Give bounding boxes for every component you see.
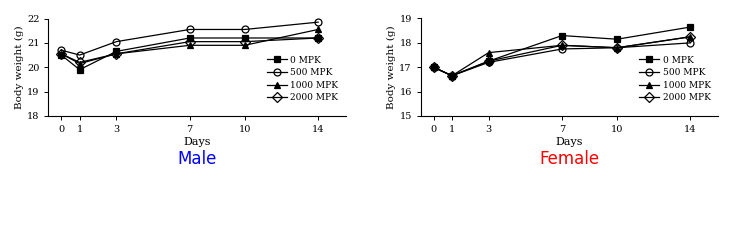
1000 MPK <box>314 28 323 31</box>
2000 MPK <box>75 61 84 64</box>
2000 MPK <box>686 35 695 38</box>
1000 MPK <box>485 51 493 54</box>
0 MPK <box>75 68 84 71</box>
2000 MPK <box>57 52 66 55</box>
Y-axis label: Body weight (g): Body weight (g) <box>15 25 24 109</box>
1000 MPK <box>686 35 695 38</box>
Line: 0 MPK: 0 MPK <box>431 24 693 79</box>
0 MPK <box>112 50 121 53</box>
500 MPK <box>314 21 323 24</box>
1000 MPK <box>558 44 567 47</box>
500 MPK <box>185 28 194 31</box>
500 MPK <box>613 46 622 49</box>
0 MPK <box>686 26 695 28</box>
0 MPK <box>57 54 66 56</box>
Line: 2000 MPK: 2000 MPK <box>58 35 322 66</box>
1000 MPK <box>613 46 622 49</box>
2000 MPK <box>314 37 323 39</box>
1000 MPK <box>57 52 66 55</box>
500 MPK <box>485 61 493 64</box>
500 MPK <box>240 28 249 31</box>
500 MPK <box>448 74 457 77</box>
Line: 0 MPK: 0 MPK <box>59 35 321 72</box>
Legend: 0 MPK, 500 MPK, 1000 MPK, 2000 MPK: 0 MPK, 500 MPK, 1000 MPK, 2000 MPK <box>264 53 341 105</box>
0 MPK <box>314 37 323 39</box>
2000 MPK <box>613 46 622 49</box>
1000 MPK <box>240 44 249 47</box>
Y-axis label: Body weight (g): Body weight (g) <box>387 25 397 109</box>
X-axis label: Days: Days <box>556 137 583 147</box>
2000 MPK <box>430 66 438 69</box>
Legend: 0 MPK, 500 MPK, 1000 MPK, 2000 MPK: 0 MPK, 500 MPK, 1000 MPK, 2000 MPK <box>636 53 713 105</box>
1000 MPK <box>75 62 84 65</box>
2000 MPK <box>112 52 121 55</box>
1000 MPK <box>185 44 194 47</box>
2000 MPK <box>558 44 567 47</box>
Text: Male: Male <box>177 150 217 168</box>
1000 MPK <box>430 66 438 69</box>
2000 MPK <box>240 40 249 43</box>
500 MPK <box>430 66 438 69</box>
2000 MPK <box>448 74 457 77</box>
2000 MPK <box>485 60 493 63</box>
X-axis label: Days: Days <box>183 137 211 147</box>
1000 MPK <box>448 74 457 77</box>
0 MPK <box>240 37 249 39</box>
2000 MPK <box>185 40 194 43</box>
Line: 1000 MPK: 1000 MPK <box>431 34 693 79</box>
0 MPK <box>448 74 457 77</box>
Text: Female: Female <box>539 150 600 168</box>
500 MPK <box>112 40 121 43</box>
Line: 500 MPK: 500 MPK <box>58 19 322 59</box>
0 MPK <box>485 60 493 63</box>
Line: 2000 MPK: 2000 MPK <box>430 33 694 79</box>
0 MPK <box>613 38 622 41</box>
500 MPK <box>75 54 84 56</box>
0 MPK <box>558 34 567 37</box>
500 MPK <box>686 41 695 44</box>
0 MPK <box>430 66 438 69</box>
Line: 1000 MPK: 1000 MPK <box>59 27 321 66</box>
Line: 500 MPK: 500 MPK <box>430 39 694 79</box>
500 MPK <box>57 49 66 52</box>
0 MPK <box>185 37 194 39</box>
1000 MPK <box>112 52 121 55</box>
500 MPK <box>558 48 567 50</box>
